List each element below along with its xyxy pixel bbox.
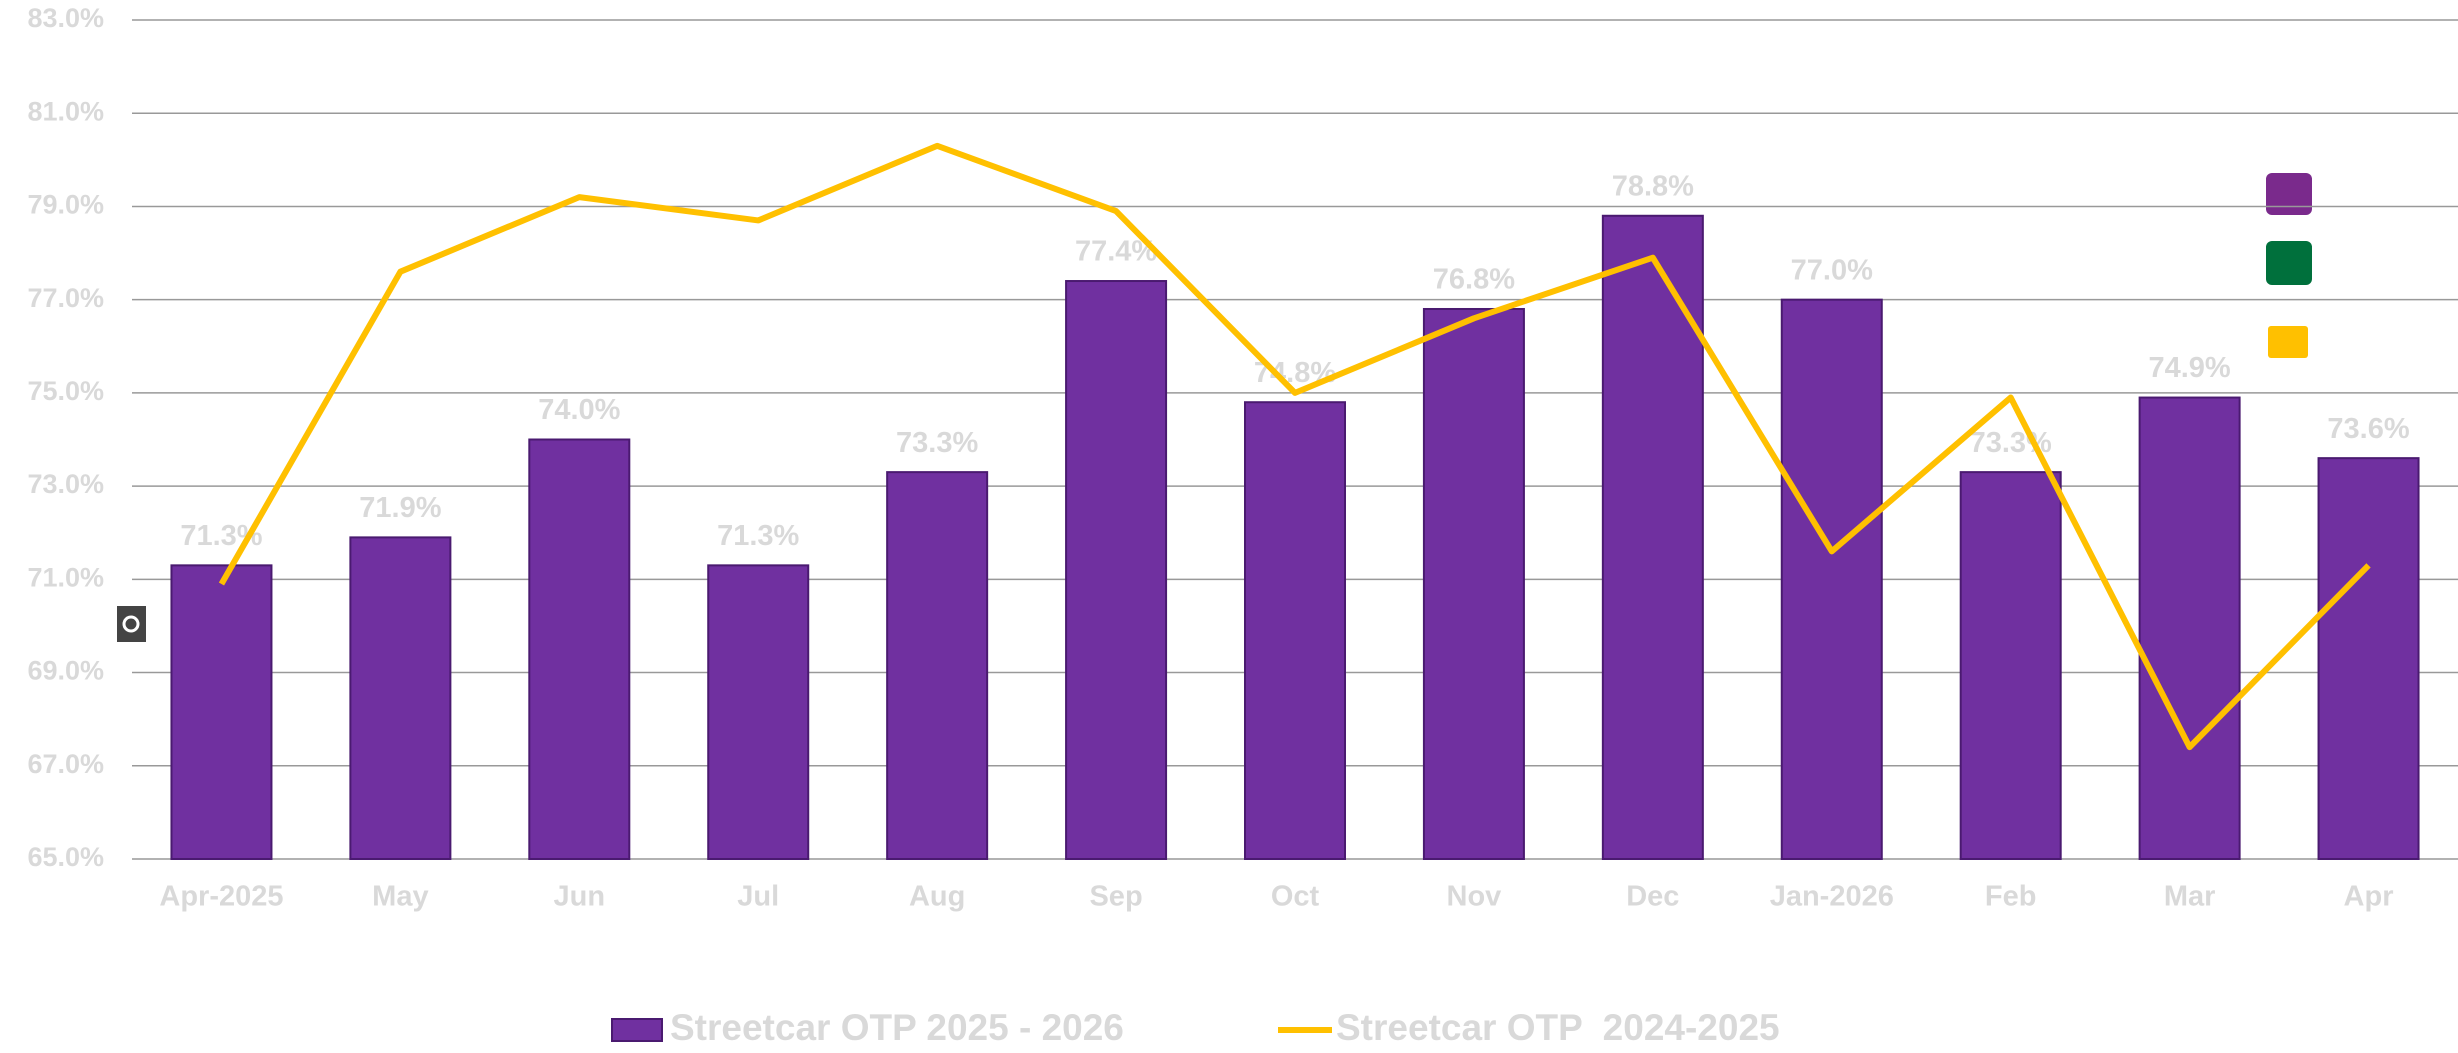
x-tick-label: Jun: [554, 881, 606, 913]
x-tick-label: May: [372, 881, 428, 913]
data-label: 76.8%: [1433, 264, 1515, 296]
bar: [1244, 401, 1346, 860]
x-tick-label: Oct: [1271, 881, 1320, 913]
legend-swatch: [2266, 241, 2312, 285]
y-tick-label: 73.0%: [27, 469, 104, 499]
bar: [2138, 396, 2241, 860]
icon: [122, 615, 140, 633]
y-tick-label: 71.0%: [27, 562, 104, 592]
y-tick-label: 67.0%: [27, 749, 104, 779]
x-tick-label: Dec: [1626, 881, 1679, 913]
bar: [1780, 298, 1883, 860]
y-tick-label: 79.0%: [27, 190, 104, 220]
bar: [707, 564, 810, 860]
line: [218, 142, 2371, 751]
x-tick-label: Sep: [1089, 881, 1142, 913]
bar: [170, 564, 273, 860]
x-tick-label: Mar: [2164, 881, 2216, 913]
bar: [349, 536, 452, 861]
bar: [1959, 471, 2062, 860]
legend-swatch: [2268, 326, 2308, 358]
bar: [1065, 280, 1168, 860]
y-tick-label: 65.0%: [27, 842, 104, 872]
x-tick-label: Aug: [909, 881, 965, 913]
data-label: 71.9%: [359, 492, 441, 524]
x-tick-label: Nov: [1447, 881, 1502, 913]
data-label: 71.3%: [717, 520, 799, 552]
y-tick-label: 81.0%: [27, 96, 104, 126]
data-label: 74.9%: [2148, 352, 2230, 384]
y-tick-label: 69.0%: [27, 656, 104, 686]
legend-label: Streetcar OTP 2025 - 2026: [670, 1007, 1124, 1048]
bar: [1601, 214, 1704, 860]
y-tick-label: 75.0%: [27, 376, 104, 406]
data-label: 78.8%: [1612, 170, 1694, 202]
bar: [1422, 307, 1525, 860]
y-tick-label: 83.0%: [27, 3, 104, 33]
x-tick-label: Jan-2026: [1770, 881, 1894, 913]
bar: [886, 471, 989, 860]
data-label: 77.0%: [1791, 254, 1873, 286]
x-tick-label: Apr-2025: [159, 881, 283, 913]
data-label: 74.0%: [538, 394, 620, 426]
x-tick-label: Apr: [2344, 881, 2394, 913]
data-label: 73.3%: [896, 427, 978, 459]
y-tick-label: 77.0%: [27, 283, 104, 313]
x-tick-label: Feb: [1985, 881, 2037, 913]
legend-label: Streetcar OTP 2024-2025: [1336, 1007, 1780, 1048]
icon: [117, 606, 146, 642]
legend-swatch: [2266, 173, 2312, 215]
legend-marker: [611, 1018, 663, 1042]
x-tick-label: Jul: [737, 881, 779, 913]
data-label: 73.6%: [2327, 413, 2409, 445]
bar: [528, 438, 631, 860]
bar: [2317, 457, 2420, 860]
